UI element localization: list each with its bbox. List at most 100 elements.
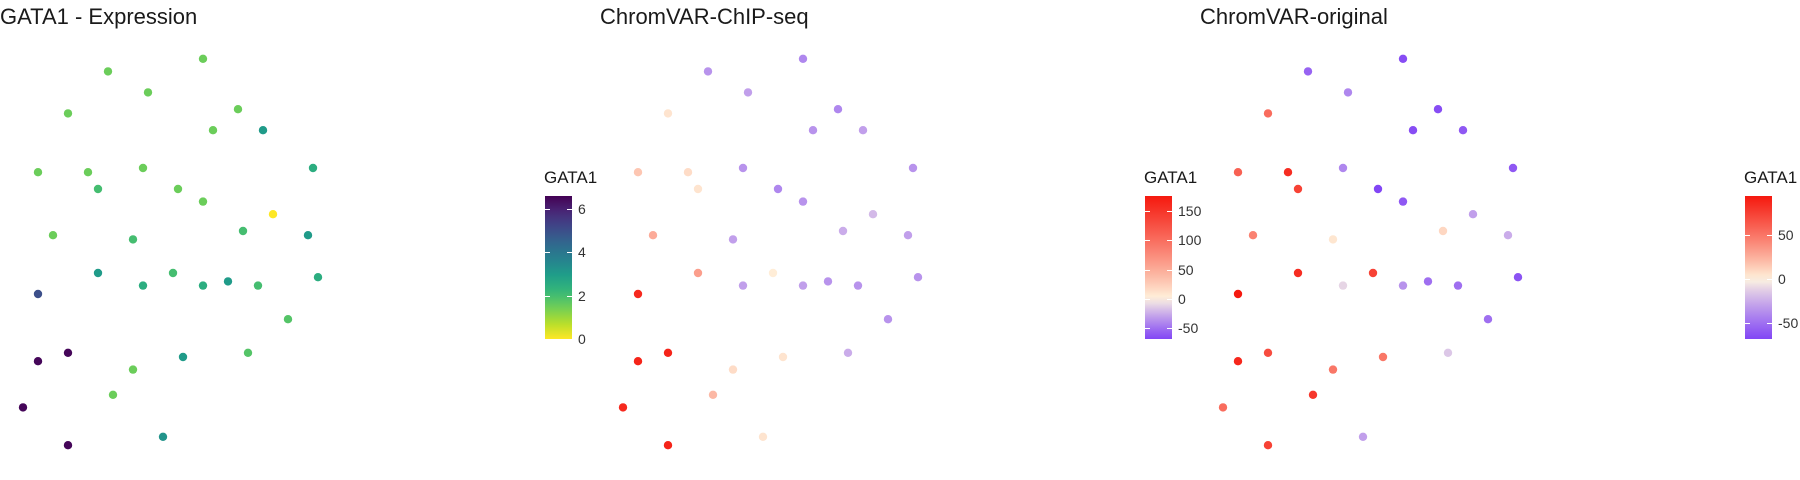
panel-title: ChromVAR-original [1200,4,1388,29]
data-point [268,210,278,219]
data-point [1338,163,1348,173]
panel-expression: GATA1 - Expression GATA1 0 2 4 6 [0,0,600,480]
data-point [303,231,313,240]
data-point [1503,231,1513,240]
data-point [308,163,318,173]
data-point [768,268,778,278]
data-point [693,184,703,194]
colorbar-tick-label: 0 [1178,290,1186,307]
data-point [1263,348,1273,357]
data-point [1398,54,1408,63]
colorbar-tick [1767,235,1772,237]
colorbar-tick [1767,279,1772,281]
panel-title: ChromVAR-ChIP-seq [600,4,809,29]
data-point [1398,281,1408,290]
color-legend: GATA1 0 2 4 6 [544,168,600,348]
colorbar-tick-label: 100 [1178,232,1202,249]
data-point [663,441,673,450]
colorbar-tick [567,209,572,210]
data-point [158,432,168,441]
data-point [1218,403,1228,412]
data-point [258,126,268,135]
data-point [128,235,138,244]
colorbar-tick-label: 0 [578,331,586,347]
colorbar-tick [1745,323,1750,325]
data-point [48,231,58,240]
data-point [128,365,138,374]
colorbar-tick-label: -50 [1178,320,1199,337]
data-point [108,390,118,399]
data-point [1458,126,1468,135]
data-point [648,231,658,240]
data-point [1293,184,1303,194]
data-point [63,348,73,357]
data-point [313,273,323,282]
data-point [1328,365,1338,374]
data-point [33,168,43,177]
data-point [663,109,673,118]
data-point [1408,126,1418,135]
data-point [808,126,818,135]
data-point [93,184,103,194]
colorbar-tick [1145,298,1150,300]
colorbar-tick [545,339,550,340]
data-point [1483,315,1493,324]
data-point [1263,441,1273,450]
data-point [798,54,808,63]
data-point [738,281,748,290]
colorbar-tick [1167,328,1172,330]
data-point [1513,273,1523,282]
data-point [63,441,73,450]
color-legend: GATA1 -50 0 50 [1744,168,1800,348]
data-point [1233,357,1243,366]
data-point [233,105,243,114]
data-point [663,348,673,357]
colorbar-tick-label: -50 [1778,315,1799,332]
data-point [743,88,753,97]
data-point [173,184,183,194]
legend-title: GATA1 [1744,168,1798,187]
colorbar-tick [545,209,550,210]
data-point [208,126,218,135]
colorbar-tick [567,295,572,297]
data-point [1438,226,1448,236]
data-point [1378,352,1388,362]
data-point [773,184,783,194]
data-point [903,231,913,240]
data-point [1343,88,1353,97]
colorbar-tick [545,252,550,254]
colorbar [1745,196,1772,339]
colorbar [1145,196,1172,339]
data-point [1233,168,1243,177]
data-point [83,168,93,177]
data-point [223,277,233,286]
colorbar-tick [1745,279,1750,281]
data-point [908,163,918,173]
data-point [1328,235,1338,244]
data-point [1338,281,1348,290]
data-point [778,352,788,362]
colorbar-tick-label: 150 [1178,202,1202,219]
legend-title: GATA1 [544,168,598,187]
colorbar-tick-label: 2 [578,287,586,304]
data-point [1433,105,1443,114]
data-point [693,268,703,278]
data-point [838,226,848,236]
colorbar-tick-label: 50 [1778,227,1794,244]
data-point [1423,277,1433,286]
colorbar-tick [1145,240,1150,242]
data-point [633,357,643,366]
data-point [823,277,833,286]
data-point [833,105,843,114]
colorbar-tick [1745,235,1750,237]
colorbar-tick [1145,269,1150,271]
data-point [178,352,188,362]
panel-title: GATA1 - Expression [0,4,198,29]
data-point [708,390,718,399]
data-point [138,281,148,290]
data-point [283,315,293,324]
data-point [1303,67,1313,76]
colorbar-tick [567,339,572,340]
data-point [198,281,208,290]
scatter-plot [1218,54,1523,450]
